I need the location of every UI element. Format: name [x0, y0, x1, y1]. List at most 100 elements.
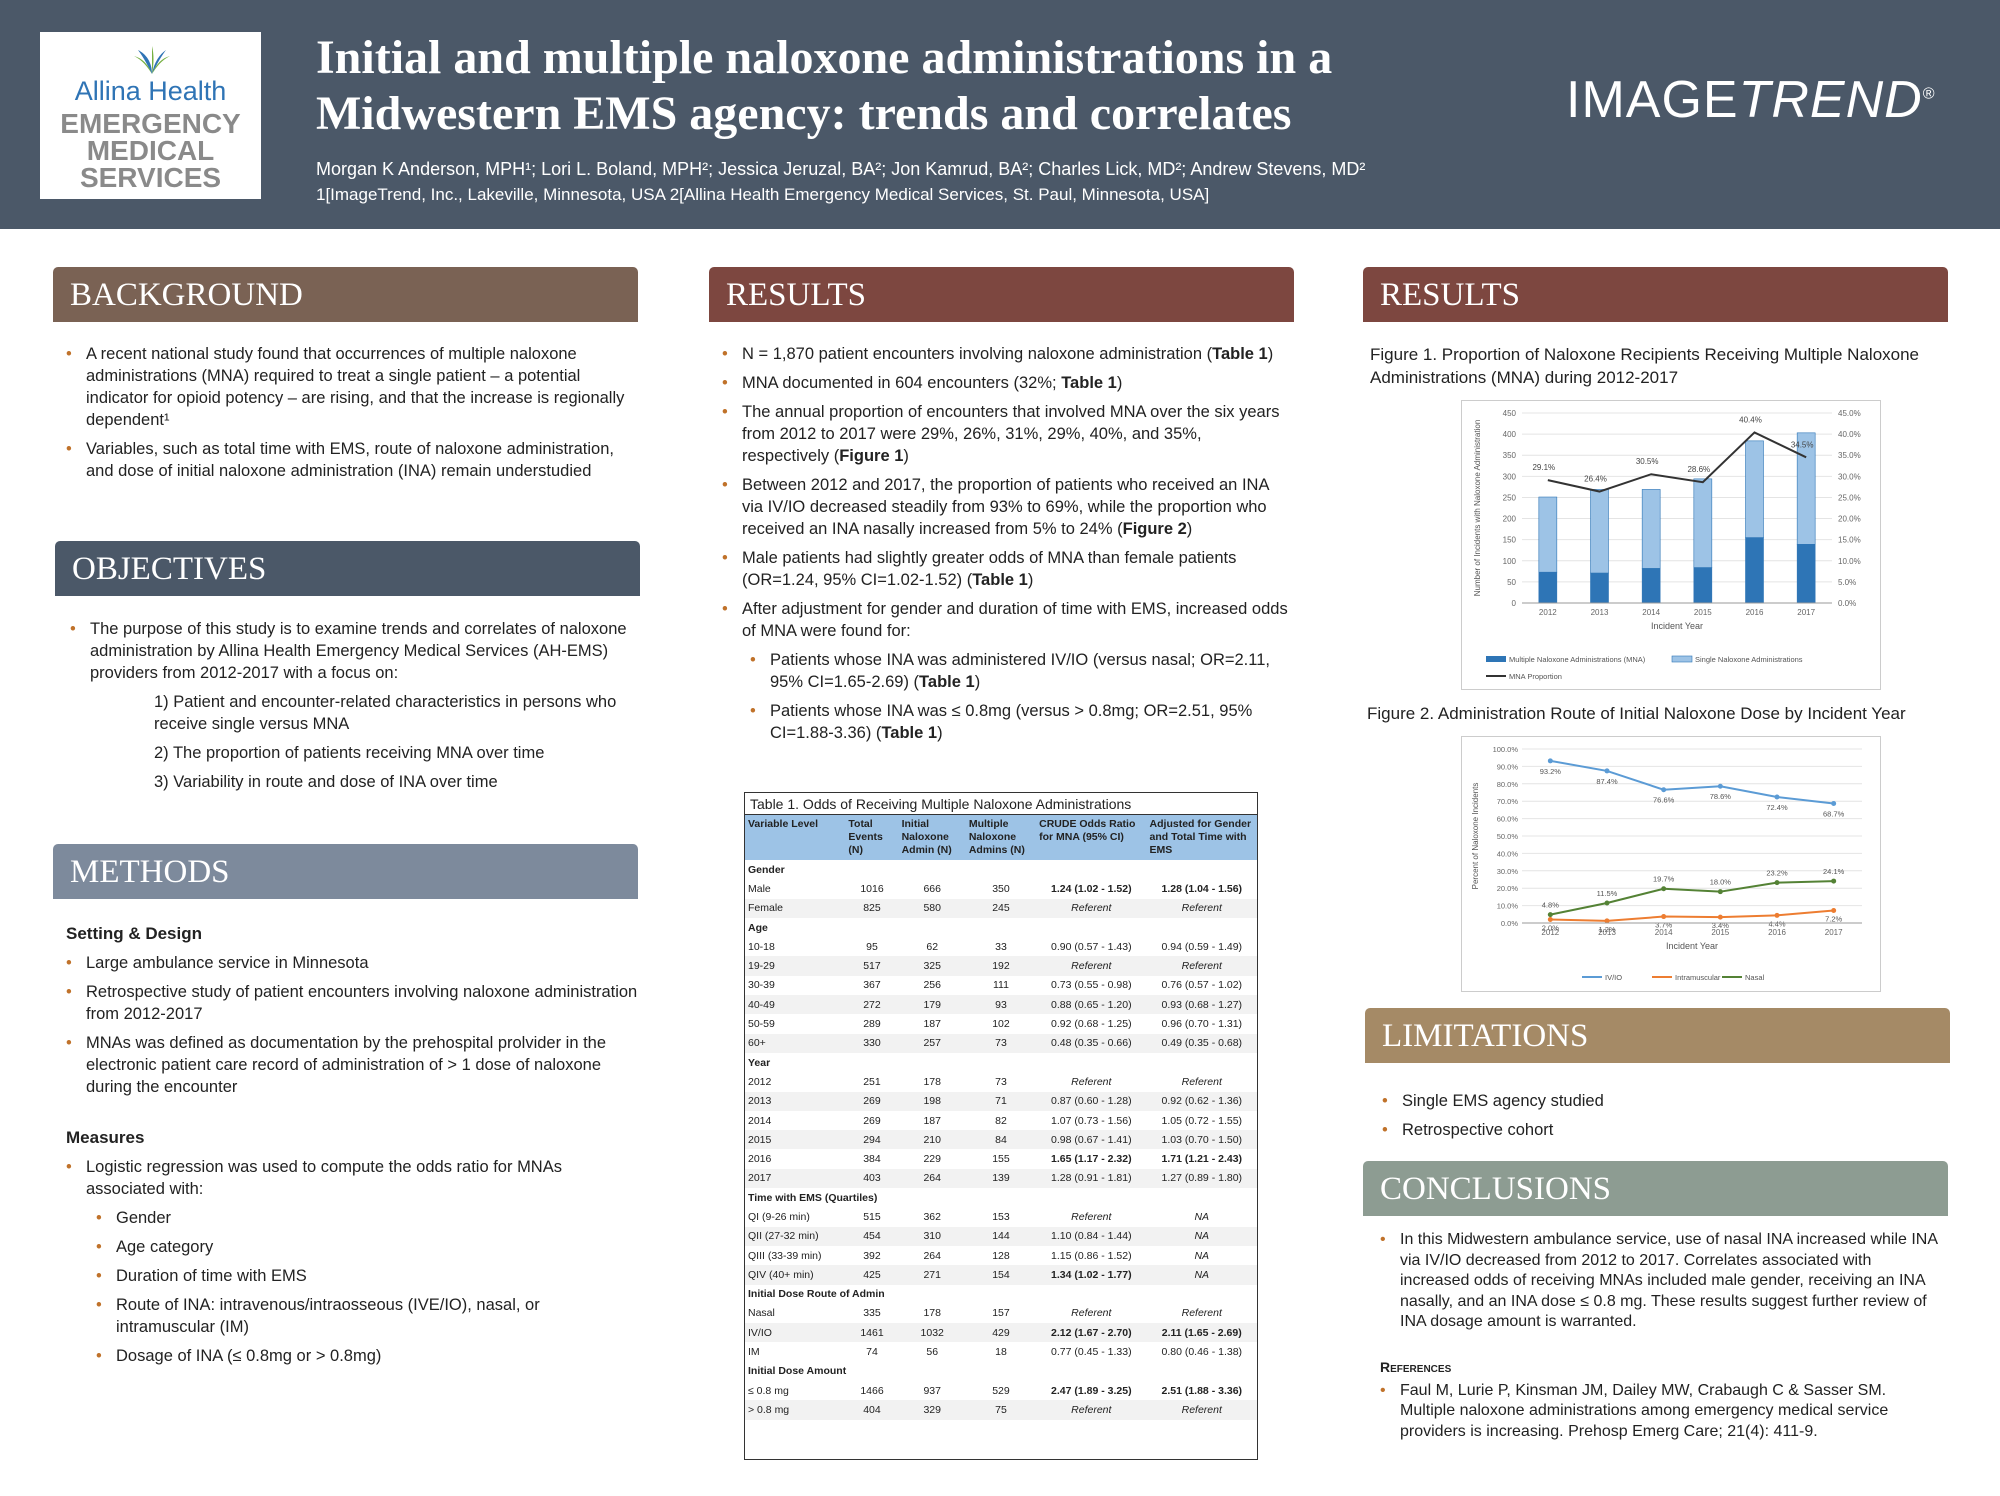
- table-cell: IV/IO: [745, 1323, 846, 1343]
- legend-swatch: [1671, 655, 1693, 663]
- data-point: [1774, 794, 1780, 800]
- logo-ems-text: EMERGENCY MEDICAL SERVICES: [60, 108, 241, 193]
- y2-tick-label: 5.0%: [1838, 578, 1856, 587]
- x-tick-label: 2017: [1797, 608, 1815, 617]
- table-row: QI (9-26 min) 515 362 153 Referent NA: [745, 1207, 1257, 1226]
- table-cell: 289: [863, 1018, 881, 1031]
- legend-label: Intramuscular: [1675, 973, 1721, 982]
- data-point: [1604, 768, 1610, 774]
- table-cell: 325: [898, 956, 966, 976]
- background-bullet: A recent national study found that occur…: [66, 343, 636, 431]
- y-tick-label: 70.0%: [1497, 797, 1519, 806]
- table-cell: 1.15 (0.86 - 1.52): [1051, 1249, 1132, 1262]
- table-cell: 329: [898, 1400, 966, 1420]
- table-category-cell: Initial Dose Route of Admin: [748, 1288, 885, 1301]
- table-row: 2012 251 178 73 Referent Referent: [745, 1072, 1257, 1091]
- table-category-cell: Time with EMS (Quartiles): [748, 1191, 878, 1204]
- measures-sub-bullet: Gender: [96, 1207, 638, 1229]
- bar-segment: [1590, 572, 1609, 604]
- table-cell: 2013: [745, 1091, 846, 1111]
- y-tick-label: 400: [1503, 430, 1517, 439]
- table-cell: 256: [923, 979, 941, 992]
- x-tick-label: 2013: [1591, 608, 1609, 617]
- table-row: 2013 269 198 71 0.87 (0.60 - 1.28) 0.92 (0.62…: [745, 1091, 1257, 1111]
- table-cell: NA: [1146, 1226, 1257, 1246]
- legend-label: Multiple Naloxone Administrations (MNA): [1509, 655, 1646, 664]
- data-point: [1661, 787, 1667, 793]
- y-tick-label: 300: [1503, 472, 1517, 481]
- table-cell: 0.96 (0.70 - 1.31): [1161, 1018, 1243, 1031]
- data-point: [1604, 918, 1610, 924]
- bar-segment: [1641, 489, 1661, 569]
- measures-heading: Measures: [66, 1128, 145, 1147]
- legend-label: IV/IO: [1605, 973, 1622, 982]
- table-row: Initial Dose Route of Admin: [745, 1285, 1257, 1304]
- objective-item: 2) The proportion of patients receiving …: [154, 744, 545, 762]
- objectives-bullet: The purpose of this study is to examine …: [70, 618, 640, 684]
- table-cell: 0.73 (0.55 - 0.98): [1051, 979, 1132, 992]
- table-cell: 2017: [745, 1168, 846, 1189]
- table-cell: 187: [923, 1114, 941, 1127]
- limitations-section: Single EMS agency studied Retrospective c…: [1382, 1090, 1942, 1148]
- affiliations: 1[ImageTrend, Inc., Lakeville, Minnesota…: [316, 185, 1210, 204]
- data-label: 87.4%: [1596, 777, 1618, 786]
- table-row: 40-49 272 179 93 0.88 (0.65 - 1.20) 0.93 (0.6…: [745, 995, 1257, 1015]
- table-cell: 0.92 (0.68 - 1.25): [1051, 1018, 1132, 1031]
- data-point: [1831, 907, 1837, 913]
- table-row: Gender: [745, 860, 1257, 879]
- line-data-label: 26.4%: [1584, 475, 1607, 484]
- results-sub-bullet: Patients whose INA was ≤ 0.8mg (versus >…: [750, 700, 1292, 744]
- table-cell: 310: [898, 1226, 966, 1246]
- y-tick-label: 0: [1512, 599, 1517, 608]
- table-cell: 0.94 (0.59 - 1.49): [1161, 940, 1243, 953]
- results-bullet: Male patients had slightly greater odds …: [722, 547, 1292, 591]
- table-cell: QIV (40+ min): [745, 1265, 846, 1285]
- table-cell: 529: [992, 1384, 1010, 1397]
- table-cell: 144: [965, 1226, 1037, 1246]
- line-data-label: 40.4%: [1739, 415, 1762, 424]
- table-cell: Referent: [1071, 1075, 1112, 1088]
- data-label: 19.7%: [1653, 875, 1675, 884]
- background-bullet: Variables, such as total time with EMS, …: [66, 438, 636, 482]
- y2-tick-label: 35.0%: [1838, 451, 1861, 460]
- table-cell: NA: [1194, 1210, 1210, 1223]
- table-cell: 187: [923, 1018, 941, 1031]
- table-cell: 272: [845, 995, 899, 1015]
- line-data-label: 28.6%: [1687, 465, 1710, 474]
- table-cell: 179: [898, 995, 966, 1015]
- table-cell: 1.03 (0.70 - 1.50): [1146, 1130, 1257, 1150]
- x-tick-label: 2017: [1825, 928, 1843, 937]
- table-cell: 192: [965, 956, 1037, 976]
- table-cell: 2016: [748, 1153, 772, 1166]
- measures-bullet: Logistic regression was used to compute …: [66, 1156, 638, 1200]
- references-heading: References: [1380, 1358, 1452, 1375]
- table-cell: 1032: [898, 1323, 966, 1343]
- x-tick-label: 2016: [1768, 928, 1786, 937]
- table-cell: 74: [866, 1346, 878, 1359]
- data-point: [1604, 900, 1610, 906]
- table-cell: 294: [845, 1130, 899, 1150]
- table-cell: 93: [965, 995, 1037, 1015]
- results-bullet: After adjustment for gender and duration…: [722, 598, 1292, 642]
- table-row: 19-29 517 325 192 Referent Referent: [745, 956, 1257, 976]
- table-cell: 18: [995, 1346, 1007, 1359]
- y-tick-label: 0.0%: [1501, 919, 1518, 928]
- results-right-heading: RESULTS: [1363, 267, 1948, 322]
- results-bullet: Between 2012 and 2017, the proportion of…: [722, 474, 1292, 540]
- table-row: Initial Dose Amount: [745, 1362, 1257, 1381]
- table-cell: 2.12 (1.67 - 2.70): [1036, 1323, 1147, 1343]
- x-tick-label: 2015: [1694, 608, 1712, 617]
- line-data-label: 29.1%: [1532, 463, 1555, 472]
- table-cell: 825: [845, 898, 899, 918]
- data-point: [1831, 878, 1837, 884]
- table-cell: Referent: [1146, 1400, 1257, 1420]
- table-row: 2017 403 264 139 1.28 (0.91 - 1.81) 1.27 (0.8…: [745, 1168, 1257, 1189]
- y-tick-label: 30.0%: [1497, 867, 1519, 876]
- methods-heading: METHODS: [53, 844, 638, 899]
- poster-title: Initial and multiple naloxone administra…: [316, 31, 1333, 140]
- table-cell: 350: [992, 882, 1010, 895]
- bar-segment: [1693, 567, 1713, 604]
- table-category-cell: Age: [748, 921, 768, 934]
- table-row: 2014 269 187 82 1.07 (0.73 - 1.56) 1.05 (0.72…: [745, 1111, 1257, 1130]
- table-header-cell: CRUDE Odds Ratio for MNA (95% CI): [1036, 815, 1147, 860]
